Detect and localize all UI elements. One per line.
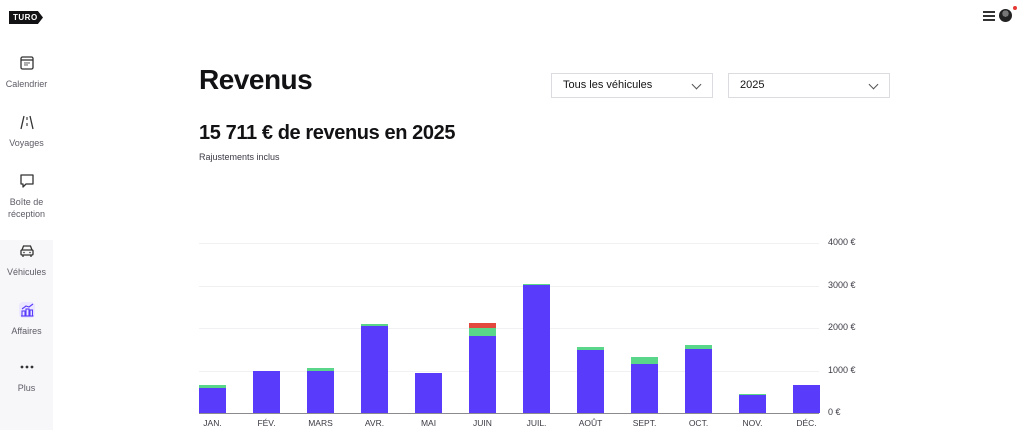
sidebar-item-label: Boîte de [9,197,44,207]
bar-segment [685,344,712,349]
y-tick-label: 1000 € [828,364,856,375]
avatar[interactable] [999,6,1017,22]
chevron-down-icon [868,79,879,90]
bar-juin[interactable] [469,322,496,413]
bar-segment [415,372,442,413]
calendar-icon [19,56,34,70]
x-tick-label: AVR. [364,418,385,428]
gridline [199,328,819,329]
more-dots-icon [20,365,33,369]
bar-mars[interactable] [307,367,334,413]
y-tick-label: 2000 € [828,322,856,332]
year-filter-value: 2025 [740,79,765,91]
bar-segment [469,328,496,336]
sidebar-item-affaires[interactable]: Affaires [0,301,53,337]
sidebar-item-label: Plus [17,383,36,393]
x-axis [199,413,819,414]
bar-avr[interactable] [361,324,388,413]
x-tick-label: JAN. [203,418,222,428]
bar-segment [361,325,388,413]
bar-segment [685,348,712,413]
x-tick-label: OCT. [688,418,709,428]
revenue-total-heading: 15 711 € de revenus en 2025 [199,122,456,144]
sidebar-item-voyages[interactable]: Voyages [0,113,53,149]
sidebar: TURO Calendrier Voyages Boîte de récepti… [0,0,53,446]
bar-segment [307,367,334,371]
business-chart-icon [18,302,35,318]
sidebar-item-vehicules[interactable]: Véhicules [0,242,53,278]
gridline [199,243,819,244]
bar-segment [469,322,496,329]
bar-août[interactable] [577,347,604,413]
x-tick-label: JUIL. [526,418,547,428]
turo-logo[interactable]: TURO [9,11,43,24]
x-tick-label: FÉV. [257,418,276,428]
bar-segment [739,394,766,413]
bar-segment [631,364,658,413]
sidebar-item-label: Véhicules [6,267,47,277]
sidebar-item-calendrier[interactable]: Calendrier [0,54,53,90]
sidebar-item-boite-de-reception[interactable]: Boîte de réception [0,172,53,220]
bar-segment [307,370,334,413]
bar-segment [469,335,496,413]
sidebar-item-label: Affaires [11,326,42,336]
bar-segment [577,350,604,413]
bar-déc[interactable] [793,384,820,413]
hamburger-icon[interactable] [983,10,995,21]
chevron-down-icon [691,79,702,90]
x-tick-label: JUIN [473,418,492,428]
bar-segment [253,370,280,413]
header-actions [983,6,1017,22]
x-tick-label: SEPT. [632,418,657,428]
x-tick-label: DÉC. [796,418,817,428]
road-icon [19,115,34,130]
x-tick-label: NOV. [742,418,763,428]
bar-juil[interactable] [523,284,550,413]
y-tick-label: 4000 € [828,237,856,247]
bar-jan[interactable] [199,384,226,413]
sidebar-item-label: Calendrier [5,79,48,89]
gridline [199,371,819,372]
sidebar-item-label: Voyages [9,138,44,148]
notification-dot [1013,6,1017,10]
bar-sept[interactable] [631,356,658,413]
sidebar-item-plus[interactable]: Plus [0,362,53,394]
bar-segment [739,393,766,395]
bar-segment [631,356,658,365]
bar-segment [577,347,604,351]
x-tick-label: MAI [420,418,437,428]
x-tick-label: MARS [308,418,333,428]
revenue-subtitle: Rajustements inclus [199,152,280,162]
y-tick-label: 3000 € [828,279,856,290]
bar-fév[interactable] [253,370,280,413]
bar-nov[interactable] [739,393,766,413]
gridline [199,286,819,287]
car-icon [19,245,34,257]
sidebar-shade [0,240,53,430]
x-tick-label: AOÛT [578,418,603,428]
year-filter-select[interactable]: 2025 [728,73,890,98]
vehicle-filter-value: Tous les véhicules [563,79,653,91]
bar-segment [361,324,388,326]
chat-bubble-icon [19,174,34,188]
bar-segment [199,384,226,388]
page-title: Revenus [199,64,313,95]
bar-mai[interactable] [415,372,442,413]
bar-segment [523,284,550,413]
vehicle-filter-select[interactable]: Tous les véhicules [551,73,713,98]
y-tick-label: 0 € [828,407,841,417]
bar-segment [199,387,226,413]
bar-oct[interactable] [685,344,712,413]
sidebar-item-label: réception [7,209,46,219]
bar-segment [793,384,820,413]
revenue-bar-chart [199,243,820,414]
